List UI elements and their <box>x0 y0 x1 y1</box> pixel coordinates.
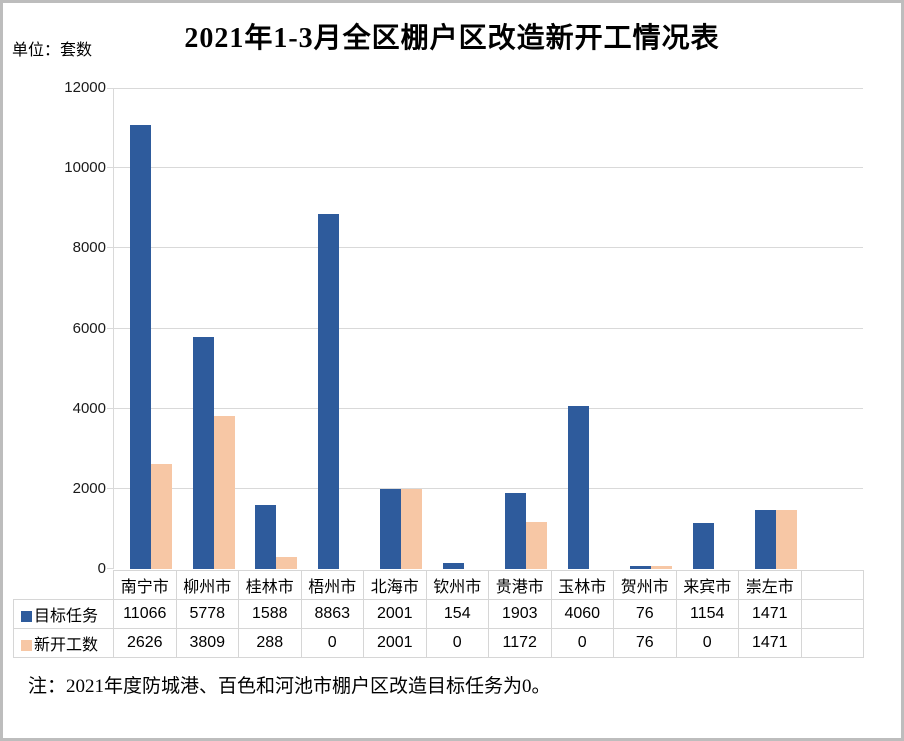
y-axis-tick-label: 4000 <box>72 399 106 417</box>
value-cell: 2001 <box>363 599 427 629</box>
value-cell: 3809 <box>175 628 239 658</box>
y-axis-labels: 0 2000 4000 6000 8000 10000 12000 <box>0 79 106 577</box>
column-header-来宾市: 来宾市 <box>675 570 739 600</box>
value-cell: 11066 <box>113 599 177 629</box>
bar-新开工数-南宁市 <box>151 464 172 569</box>
bar-新开工数-柳州市 <box>213 416 235 569</box>
value-cell: 1154 <box>675 599 739 629</box>
column-header-南宁市: 南宁市 <box>113 570 177 600</box>
value-cell <box>800 599 864 629</box>
unit-label: 单位：套数 <box>12 42 93 59</box>
series-label-新开工数: 新开工数 <box>13 628 114 658</box>
column-header-钦州市: 钦州市 <box>425 570 489 600</box>
column-header-桂林市: 桂林市 <box>238 570 302 600</box>
value-cell: 1588 <box>238 599 302 629</box>
y-axis-tick-label: 0 <box>97 560 106 577</box>
gridline <box>114 327 863 329</box>
bar-目标任务-北海市 <box>380 489 401 569</box>
value-cell: 5778 <box>175 599 239 629</box>
y-axis-tick <box>107 327 113 329</box>
value-cell: 0 <box>300 628 364 658</box>
bar-新开工数-贺州市 <box>651 566 672 569</box>
bar-目标任务-钦州市 <box>442 563 464 569</box>
column-header-empty <box>800 570 864 600</box>
y-axis-tick-label: 12000 <box>64 79 106 96</box>
value-cell: 2626 <box>113 628 177 658</box>
value-cell: 0 <box>550 628 614 658</box>
y-axis-tick <box>107 167 113 169</box>
y-axis-tick <box>107 568 113 569</box>
bar-目标任务-崇左市 <box>755 510 776 569</box>
value-cell: 1903 <box>488 599 552 629</box>
bar-目标任务-梧州市 <box>317 214 339 569</box>
footnote: 注：2021年度防城港、百色和河池市棚户区改造目标任务为0。 <box>28 676 551 697</box>
column-header-北海市: 北海市 <box>363 570 427 600</box>
value-cell: 4060 <box>550 599 614 629</box>
y-axis-tick-label: 2000 <box>72 479 106 497</box>
bar-目标任务-桂林市 <box>255 505 276 569</box>
gridline <box>114 167 863 169</box>
bar-新开工数-桂林市 <box>276 557 297 569</box>
column-header-柳州市: 柳州市 <box>175 570 239 600</box>
y-axis-tick <box>107 88 113 89</box>
value-cell: 2001 <box>363 628 427 658</box>
value-cell: 1471 <box>738 628 802 658</box>
column-header-梧州市: 梧州市 <box>300 570 364 600</box>
legend-swatch-icon <box>21 640 32 651</box>
data-table: 南宁市 柳州市 桂林市 梧州市 北海市 钦州市 贵港市 玉林市 贺州市 来宾市 崇左市 目标任务 110… <box>13 570 864 658</box>
value-cell: 0 <box>675 628 739 658</box>
bar-新开工数-北海市 <box>401 489 422 569</box>
y-axis-tick <box>107 247 113 249</box>
plot-area <box>107 88 863 569</box>
y-axis-tick-label: 6000 <box>72 319 106 337</box>
gridline <box>114 407 863 409</box>
table-header-row: 南宁市 柳州市 桂林市 梧州市 北海市 钦州市 贵港市 玉林市 贺州市 来宾市 崇左市 <box>14 570 864 600</box>
column-header-贺州市: 贺州市 <box>613 570 677 600</box>
value-cell: 8863 <box>300 599 364 629</box>
chart-title: 2021年1-3月全区棚户区改造新开工情况表 <box>184 23 720 54</box>
column-header-贵港市: 贵港市 <box>488 570 552 600</box>
column-header-崇左市: 崇左市 <box>738 570 802 600</box>
y-axis-tick <box>107 407 113 409</box>
table-row-新开工数: 新开工数 2626 3809 288 0 2001 0 1172 0 76 0 1471 <box>13 628 864 658</box>
bar-目标任务-玉林市 <box>567 406 589 569</box>
bar-目标任务-柳州市 <box>192 337 214 569</box>
column-header-玉林市: 玉林市 <box>550 570 614 600</box>
value-cell: 1172 <box>488 628 552 658</box>
series-label-目标任务: 目标任务 <box>13 599 114 629</box>
value-cell <box>800 628 864 658</box>
value-cell: 288 <box>238 628 302 658</box>
value-cell: 76 <box>613 599 677 629</box>
bar-目标任务-贺州市 <box>630 566 651 569</box>
bar-目标任务-贵港市 <box>505 493 526 569</box>
y-axis-tick-label: 8000 <box>72 239 106 257</box>
gridline <box>114 247 863 249</box>
bar-新开工数-崇左市 <box>776 510 797 569</box>
value-cell: 154 <box>425 599 489 629</box>
table-row-目标任务: 目标任务 11066 5778 1588 8863 2001 154 1903 4060 76 11… <box>13 599 864 629</box>
y-axis-tick <box>107 487 113 489</box>
legend-swatch-icon <box>21 611 32 622</box>
gridline <box>114 487 863 489</box>
bar-新开工数-贵港市 <box>526 522 547 569</box>
bar-目标任务-来宾市 <box>692 523 714 569</box>
y-axis-tick-label: 10000 <box>64 159 106 177</box>
gridline <box>114 88 863 89</box>
value-cell: 0 <box>425 628 489 658</box>
bar-目标任务-南宁市 <box>130 125 151 569</box>
value-cell: 76 <box>613 628 677 658</box>
value-cell: 1471 <box>738 599 802 629</box>
table-corner-cell <box>14 571 114 600</box>
